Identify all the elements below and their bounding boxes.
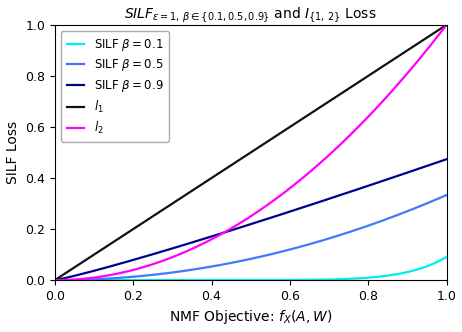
$l_1$ [52, 278, 58, 282]
Legend: SILF $\beta = 0.1$, SILF $\beta = 0.5$, SILF $\beta = 0.9$, $l_1$, $l_2$: SILF $\beta = 0.1$, SILF $\beta = 0.5$, … [61, 31, 170, 142]
$l_2$ [225, 229, 230, 233]
Line: $l_1$: $l_1$ [55, 25, 446, 280]
SILF $\beta = 0.5$ [321, 238, 327, 242]
$l_2$ [321, 158, 327, 162]
$l_2$ [92, 276, 97, 280]
SILF $\beta = 0.1$ [444, 255, 449, 259]
SILF $\beta = 0.1$ [365, 276, 370, 280]
SILF $\beta = 0.1$ [321, 278, 327, 282]
X-axis label: NMF Objective: $f_X(A, W)$: NMF Objective: $f_X(A, W)$ [169, 308, 333, 326]
Line: SILF $\beta = 0.9$: SILF $\beta = 0.9$ [55, 159, 446, 280]
$l_1$ [365, 74, 370, 78]
SILF $\beta = 0.5$ [52, 278, 58, 282]
$l_1$ [225, 166, 230, 170]
$l_2$ [365, 116, 370, 120]
SILF $\beta = 0.5$ [365, 224, 370, 228]
$l_2$ [444, 23, 449, 27]
SILF $\beta = 0.9$ [52, 278, 58, 282]
Title: $\mathit{SILF}_{\varepsilon = 1,\, \beta \in \{0.1, 0.5, 0.9\}}$ and $\mathit{I}: $\mathit{SILF}_{\varepsilon = 1,\, \beta… [124, 6, 377, 25]
Line: SILF $\beta = 0.1$: SILF $\beta = 0.1$ [55, 257, 446, 280]
SILF $\beta = 0.9$ [321, 199, 327, 203]
SILF $\beta = 0.5$ [225, 262, 230, 266]
SILF $\beta = 0.9$ [365, 184, 370, 188]
SILF $\beta = 0.9$ [211, 234, 216, 238]
$l_1$ [211, 175, 216, 179]
$l_2$ [211, 236, 216, 240]
Y-axis label: SILF Loss: SILF Loss [6, 121, 19, 184]
SILF $\beta = 0.1$ [52, 278, 58, 282]
SILF $\beta = 0.1$ [92, 278, 97, 282]
SILF $\beta = 0.9$ [92, 269, 97, 273]
$l_1$ [444, 23, 449, 27]
SILF $\beta = 0.5$ [358, 226, 363, 230]
SILF $\beta = 0.5$ [444, 193, 449, 197]
SILF $\beta = 0.5$ [211, 264, 216, 268]
$l_1$ [321, 103, 327, 107]
SILF $\beta = 0.1$ [358, 276, 363, 280]
SILF $\beta = 0.9$ [444, 157, 449, 161]
Line: $l_2$: $l_2$ [55, 25, 446, 280]
$l_2$ [52, 278, 58, 282]
$l_2$ [358, 123, 363, 127]
SILF $\beta = 0.1$ [225, 278, 230, 282]
SILF $\beta = 0.5$ [92, 277, 97, 281]
Line: SILF $\beta = 0.5$: SILF $\beta = 0.5$ [55, 195, 446, 280]
$l_1$ [92, 252, 97, 256]
SILF $\beta = 0.1$ [211, 278, 216, 282]
SILF $\beta = 0.9$ [225, 229, 230, 233]
SILF $\beta = 0.9$ [358, 187, 363, 191]
$l_1$ [358, 79, 363, 83]
